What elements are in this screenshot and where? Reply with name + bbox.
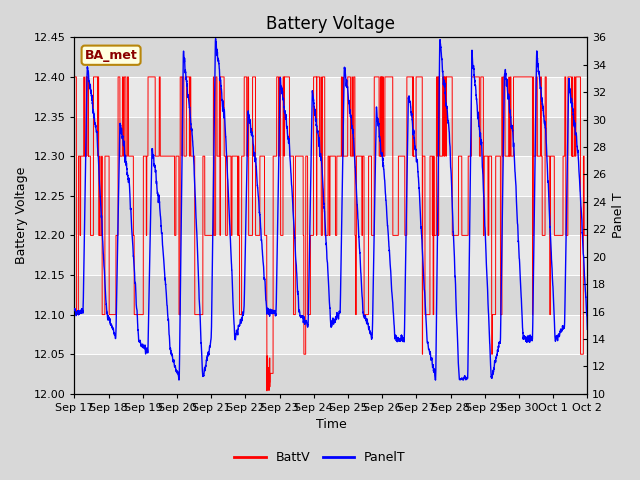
Bar	[74, 37, 588, 77]
Y-axis label: Battery Voltage: Battery Voltage	[15, 167, 28, 264]
Bar	[74, 77, 588, 117]
Bar	[74, 156, 588, 196]
Title: Battery Voltage: Battery Voltage	[266, 15, 396, 33]
Text: BA_met: BA_met	[84, 49, 138, 62]
Bar	[74, 117, 588, 156]
Bar	[74, 275, 588, 314]
Y-axis label: Panel T: Panel T	[612, 193, 625, 239]
Legend: BattV, PanelT: BattV, PanelT	[229, 446, 411, 469]
Bar	[74, 354, 588, 394]
X-axis label: Time: Time	[316, 419, 346, 432]
Bar	[74, 314, 588, 354]
Bar	[74, 235, 588, 275]
Bar	[74, 196, 588, 235]
